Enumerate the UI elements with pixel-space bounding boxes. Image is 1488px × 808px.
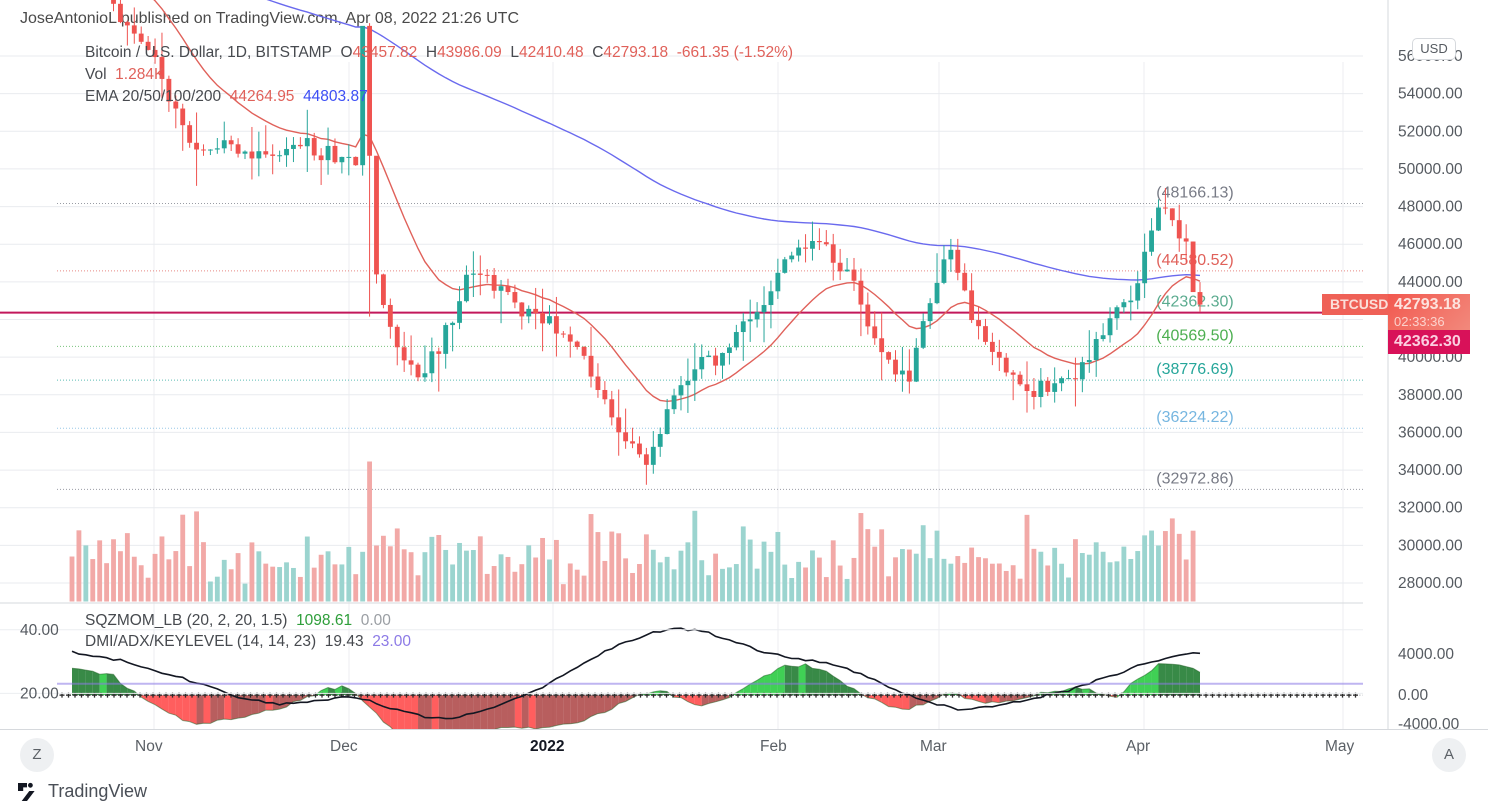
svg-text:46000.00: 46000.00 [1398, 236, 1463, 253]
svg-text:0.00: 0.00 [1398, 687, 1429, 704]
svg-text:(36224.22): (36224.22) [1156, 409, 1233, 426]
svg-text:52000.00: 52000.00 [1398, 123, 1463, 140]
svg-text:(42362.30): (42362.30) [1156, 294, 1233, 311]
svg-text:34000.00: 34000.00 [1398, 462, 1463, 479]
svg-text:44000.00: 44000.00 [1398, 274, 1463, 291]
svg-text:4000.00: 4000.00 [1398, 646, 1454, 663]
svg-text:48000.00: 48000.00 [1398, 199, 1463, 216]
svg-text:28000.00: 28000.00 [1398, 575, 1463, 592]
svg-text:50000.00: 50000.00 [1398, 161, 1463, 178]
svg-text:(40569.50): (40569.50) [1156, 327, 1233, 344]
svg-text:54000.00: 54000.00 [1398, 86, 1463, 103]
svg-text:40.00: 40.00 [20, 622, 59, 639]
svg-text:36000.00: 36000.00 [1398, 424, 1463, 441]
svg-text:(32972.86): (32972.86) [1156, 470, 1233, 487]
svg-text:-4000.00: -4000.00 [1398, 716, 1460, 733]
svg-text:20.00: 20.00 [20, 685, 59, 702]
svg-text:30000.00: 30000.00 [1398, 537, 1463, 554]
svg-text:32000.00: 32000.00 [1398, 500, 1463, 517]
svg-text:(48166.13): (48166.13) [1156, 184, 1233, 201]
svg-text:38000.00: 38000.00 [1398, 387, 1463, 404]
svg-text:(38776.69): (38776.69) [1156, 361, 1233, 378]
